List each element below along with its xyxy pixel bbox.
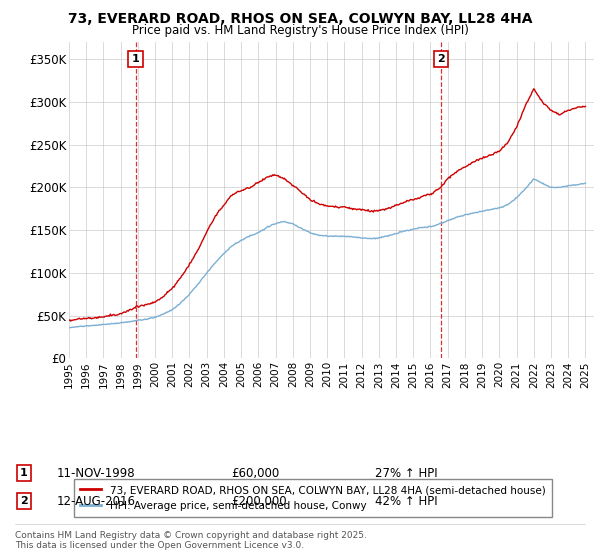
Text: 12-AUG-2016: 12-AUG-2016	[57, 494, 136, 508]
Text: 2: 2	[20, 496, 28, 506]
Text: 42% ↑ HPI: 42% ↑ HPI	[375, 494, 437, 508]
Text: Contains HM Land Registry data © Crown copyright and database right 2025.
This d: Contains HM Land Registry data © Crown c…	[15, 530, 367, 550]
Text: £200,000: £200,000	[231, 494, 287, 508]
Text: £60,000: £60,000	[231, 466, 279, 480]
Text: Price paid vs. HM Land Registry's House Price Index (HPI): Price paid vs. HM Land Registry's House …	[131, 24, 469, 36]
Legend: 73, EVERARD ROAD, RHOS ON SEA, COLWYN BAY, LL28 4HA (semi-detached house), HPI: : 73, EVERARD ROAD, RHOS ON SEA, COLWYN BA…	[74, 479, 551, 517]
Text: 11-NOV-1998: 11-NOV-1998	[57, 466, 136, 480]
Text: 1: 1	[20, 468, 28, 478]
Text: 73, EVERARD ROAD, RHOS ON SEA, COLWYN BAY, LL28 4HA: 73, EVERARD ROAD, RHOS ON SEA, COLWYN BA…	[68, 12, 532, 26]
Text: 1: 1	[132, 54, 139, 64]
Text: 27% ↑ HPI: 27% ↑ HPI	[375, 466, 437, 480]
Text: 2: 2	[437, 54, 445, 64]
